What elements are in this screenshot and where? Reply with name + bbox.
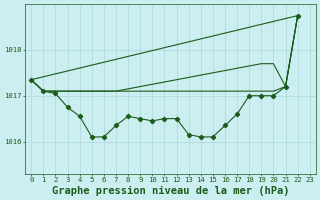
X-axis label: Graphe pression niveau de la mer (hPa): Graphe pression niveau de la mer (hPa) [52, 186, 289, 196]
